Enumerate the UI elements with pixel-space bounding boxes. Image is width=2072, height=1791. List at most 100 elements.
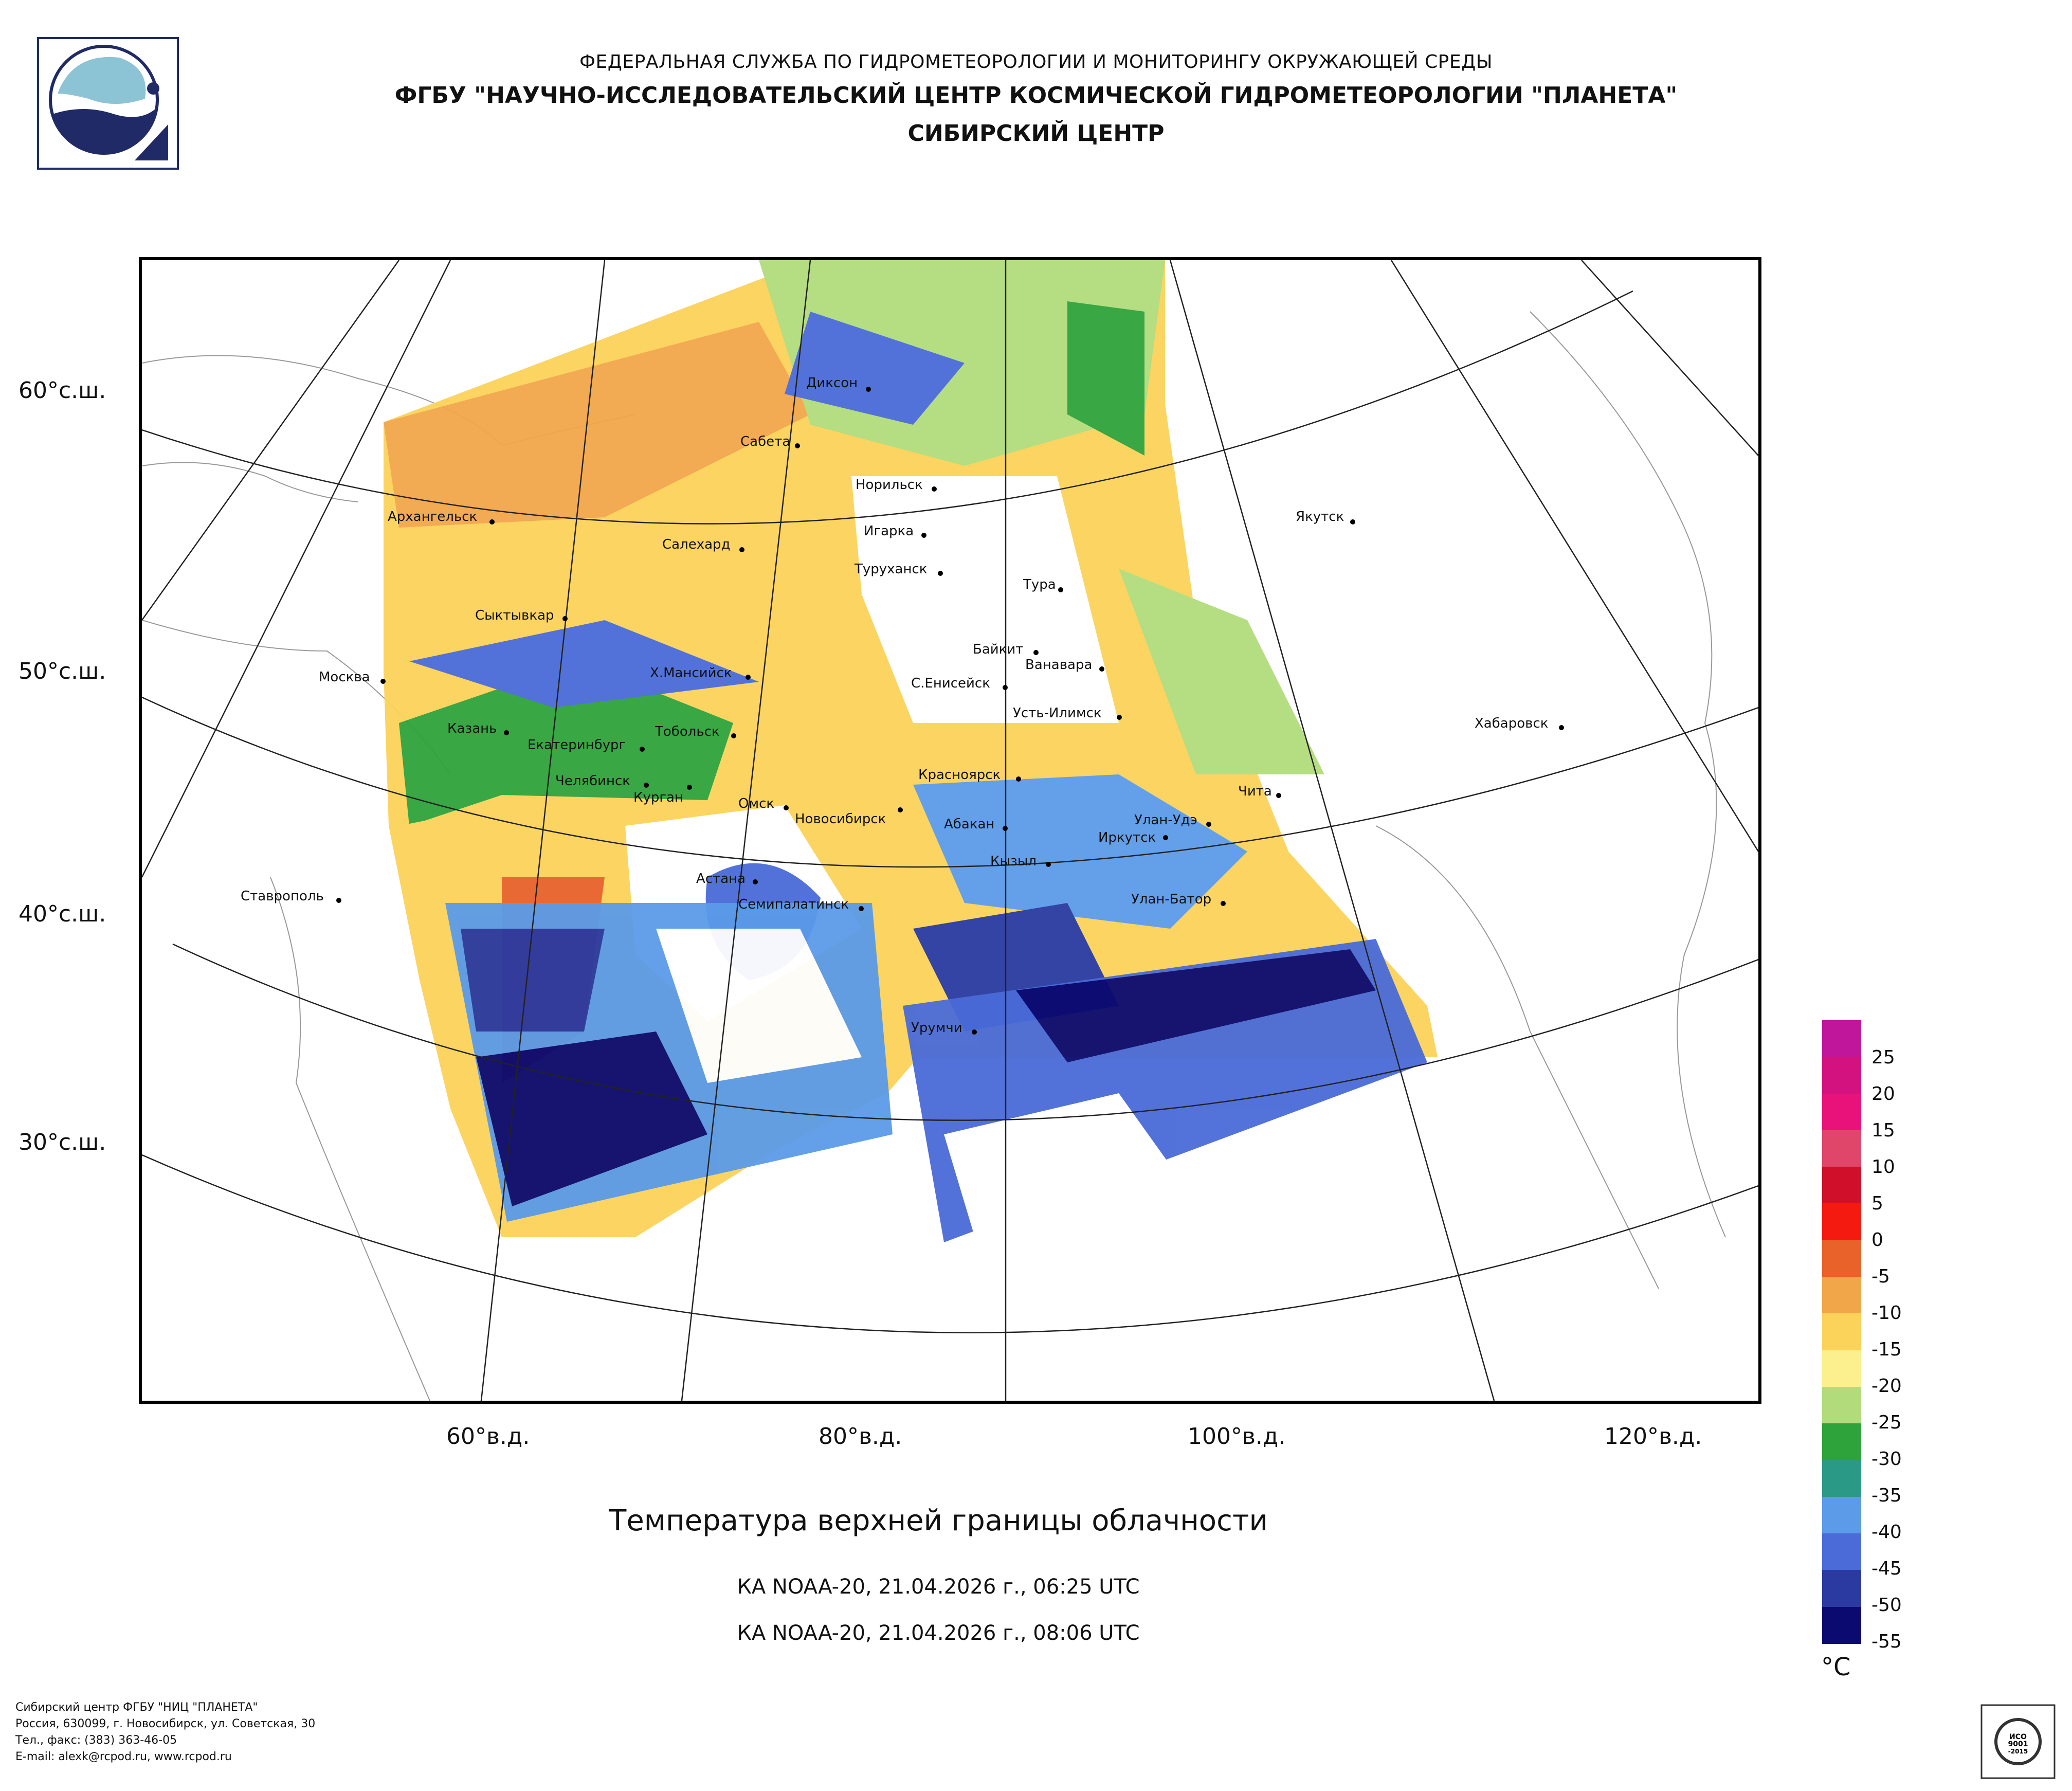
- city-marker: [795, 443, 800, 448]
- city-label: Чита: [1238, 784, 1272, 799]
- city-label: Курган: [633, 790, 683, 805]
- legend-color-step: [1822, 1386, 1861, 1424]
- header-center: СИБИРСКИЙ ЦЕНТР: [907, 120, 1165, 147]
- city-marker: [1003, 826, 1008, 831]
- legend-tick-label: 10: [1871, 1156, 1895, 1178]
- product-title: Температура верхней границы облачности: [609, 1504, 1268, 1537]
- legend-tick-label: -35: [1871, 1485, 1902, 1506]
- city-marker: [1016, 776, 1021, 782]
- city-label: Байкит: [973, 642, 1024, 657]
- city-marker: [1046, 862, 1051, 867]
- city-marker: [784, 805, 789, 810]
- city-label: Игарка: [864, 523, 914, 539]
- city-label: Сабета: [740, 434, 791, 449]
- city-marker: [1350, 519, 1355, 524]
- legend-tick-label: -40: [1871, 1522, 1902, 1543]
- city-marker: [1099, 666, 1104, 672]
- header-agency: ФЕДЕРАЛЬНАЯ СЛУЖБА ПО ГИДРОМЕТЕОРОЛОГИИ …: [579, 51, 1493, 73]
- legend-color-step: [1822, 1313, 1861, 1351]
- legend-color-step: [1822, 1020, 1861, 1058]
- city-label: Урумчи: [911, 1020, 962, 1036]
- city-marker: [1206, 822, 1211, 827]
- city-marker: [1033, 650, 1039, 655]
- city-marker: [938, 571, 943, 576]
- legend-tick-label: -20: [1871, 1376, 1902, 1397]
- city-marker: [739, 547, 744, 552]
- city-label: Абакан: [944, 817, 995, 832]
- satellite-pass-1: КА NOAA-20, 21.04.2026 г., 06:25 UTC: [737, 1575, 1140, 1599]
- city-label: Салехард: [662, 537, 731, 552]
- legend-tick-label: 5: [1871, 1193, 1883, 1214]
- city-marker: [753, 879, 758, 884]
- city-marker: [489, 519, 495, 524]
- legend-tick-label: -30: [1871, 1449, 1902, 1470]
- city-label: Норильск: [856, 477, 923, 493]
- satellite-map: [139, 257, 1761, 1404]
- city-label: С.Енисейск: [911, 676, 990, 691]
- city-label: Диксон: [806, 375, 858, 391]
- city-marker: [644, 783, 649, 788]
- city-marker: [504, 730, 509, 735]
- lon-label-120: 120°в.д.: [1604, 1423, 1702, 1450]
- legend-tick-label: -10: [1871, 1302, 1902, 1324]
- city-marker: [640, 747, 645, 752]
- legend-unit: °C: [1821, 1653, 1851, 1681]
- city-marker: [921, 533, 926, 538]
- city-marker: [972, 1029, 977, 1035]
- city-label: Туруханск: [855, 562, 928, 577]
- city-marker: [336, 898, 341, 903]
- city-label: Москва: [319, 670, 370, 685]
- legend-color-step: [1822, 1057, 1861, 1094]
- city-label: Кызыл: [990, 854, 1037, 869]
- city-marker: [746, 675, 751, 680]
- legend-color-step: [1822, 1093, 1861, 1131]
- legend-tick-label: 0: [1871, 1229, 1883, 1251]
- city-label: Улан-Батор: [1131, 892, 1212, 907]
- city-marker: [687, 785, 692, 790]
- planeta-logo: [37, 37, 179, 170]
- city-marker: [380, 679, 386, 684]
- city-label: Хабаровск: [1475, 716, 1549, 731]
- city-marker: [898, 807, 903, 812]
- city-label: Казань: [447, 721, 497, 736]
- legend-color-step: [1822, 1533, 1861, 1571]
- footer-line: Тел., факс: (383) 363-46-05: [15, 1734, 177, 1747]
- city-marker: [932, 486, 937, 492]
- city-label: Омск: [738, 796, 775, 811]
- city-label: Новосибирск: [795, 811, 886, 827]
- city-label: Якутск: [1296, 509, 1344, 524]
- legend-color-step: [1822, 1167, 1861, 1204]
- svg-text:9001: 9001: [2008, 1740, 2028, 1748]
- legend-color-step: [1822, 1350, 1861, 1387]
- lat-label-30: 30°с.ш.: [19, 1129, 106, 1155]
- footer-line: Россия, 630099, г. Новосибирск, ул. Сове…: [15, 1717, 316, 1730]
- legend-color-step: [1822, 1240, 1861, 1278]
- lat-label-40: 40°с.ш.: [19, 901, 106, 927]
- city-marker: [731, 733, 736, 738]
- legend-color-step: [1822, 1460, 1861, 1497]
- city-marker: [1559, 725, 1564, 730]
- svg-text:-2015: -2015: [2008, 1748, 2028, 1755]
- legend-color-step: [1822, 1423, 1861, 1461]
- city-label: Семипалатинск: [738, 897, 849, 912]
- city-marker: [1058, 587, 1063, 592]
- legend-tick-label: 25: [1871, 1047, 1895, 1068]
- city-marker: [859, 906, 864, 911]
- legend-color-step: [1822, 1496, 1861, 1534]
- legend-tick-label: -50: [1871, 1595, 1902, 1616]
- city-label: Усть-Илимск: [1013, 705, 1102, 721]
- legend-color-step: [1822, 1277, 1861, 1314]
- footer-line: Сибирский центр ФГБУ "НИЦ "ПЛАНЕТА": [15, 1701, 258, 1714]
- city-label: Астана: [696, 871, 746, 887]
- graticule: [142, 260, 1758, 1401]
- city-label: Тобольск: [655, 724, 720, 739]
- iso-certification-seal: ИСО 9001 -2015: [1980, 1704, 2056, 1779]
- city-marker: [1003, 685, 1008, 690]
- city-marker: [1117, 715, 1122, 720]
- legend-tick-label: -25: [1871, 1412, 1902, 1433]
- city-marker: [1221, 901, 1226, 906]
- legend-color-step: [1822, 1130, 1861, 1168]
- lat-label-50: 50°с.ш.: [19, 658, 106, 684]
- city-label: Архангельск: [388, 509, 478, 524]
- city-label: Красноярск: [918, 767, 1001, 783]
